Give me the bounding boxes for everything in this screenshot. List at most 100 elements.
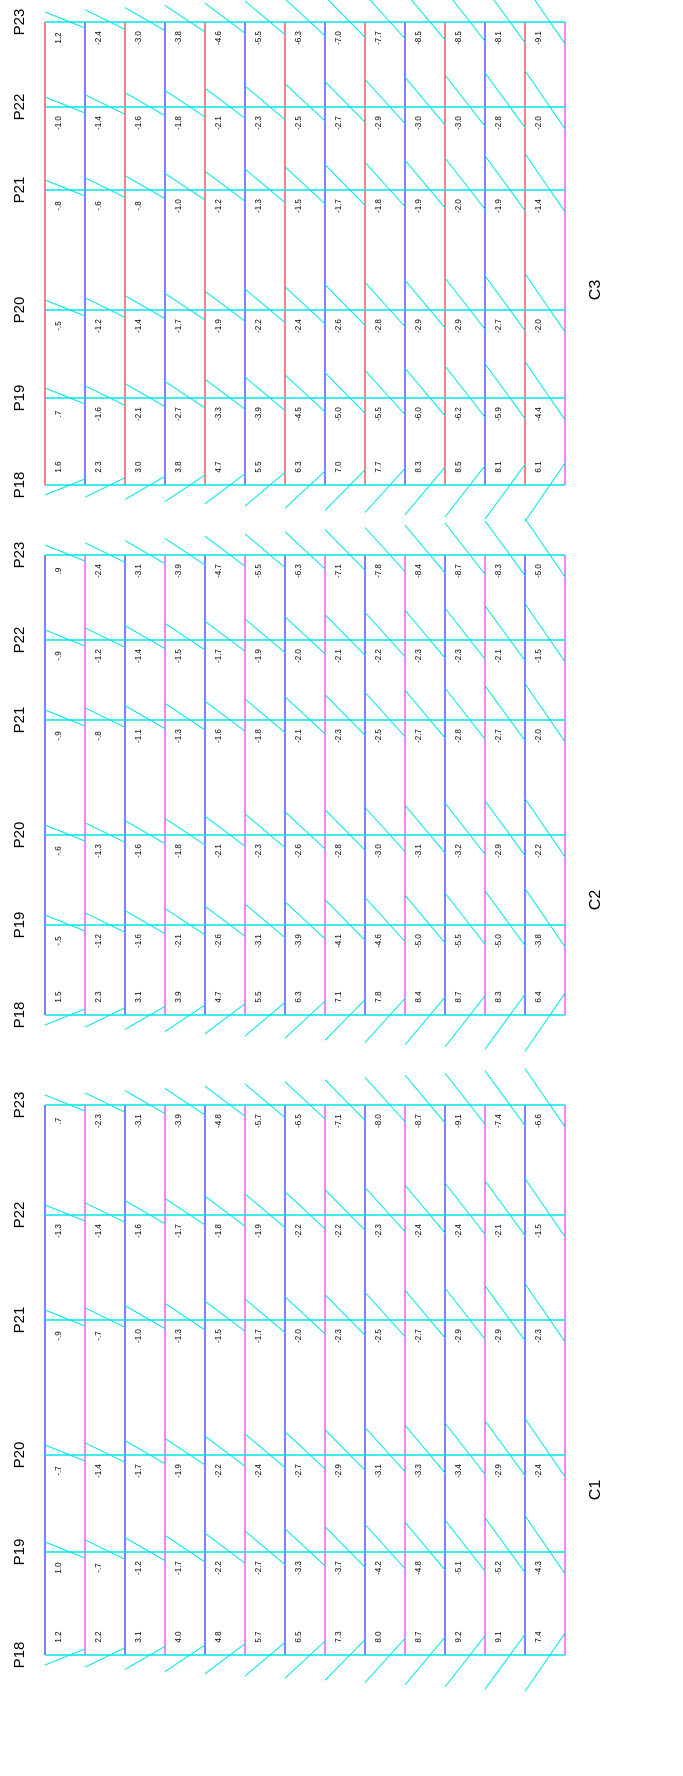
- column-label: P23: [11, 9, 28, 36]
- moment-diagram: [325, 1640, 365, 1681]
- moment-diagram: [125, 1441, 165, 1464]
- moment-diagram: [45, 710, 85, 726]
- moment-value: -3.1: [374, 1464, 383, 1478]
- moment-value: -8.4: [414, 564, 423, 578]
- moment-diagram: [525, 604, 565, 662]
- column-label: P23: [11, 1092, 28, 1119]
- moment-diagram: [485, 276, 525, 331]
- column-label: P21: [11, 1307, 28, 1334]
- moment-value: -3.0: [414, 116, 423, 130]
- moment-diagram: [205, 906, 245, 936]
- moment-diagram: [365, 1524, 405, 1568]
- moment-value: -2.4: [414, 1224, 423, 1238]
- moment-value: -2.7: [334, 116, 343, 130]
- moment-diagram: [205, 621, 245, 651]
- moment-value: -5.5: [254, 564, 263, 578]
- moment-diagram: [85, 1540, 125, 1560]
- moment-diagram: [485, 364, 525, 419]
- moment-diagram: [165, 1303, 205, 1330]
- moment-diagram: [165, 1088, 205, 1115]
- moment-value: -5.0: [334, 407, 343, 421]
- moment-diagram: [365, 527, 405, 571]
- moment-value: -2.9: [494, 1329, 503, 1343]
- moment-diagram: [85, 1443, 125, 1463]
- frame-label: C1: [587, 1480, 604, 1501]
- moment-value: -6.2: [454, 407, 463, 421]
- moment-diagram: [365, 79, 405, 123]
- moment-value: -1.4: [94, 1224, 103, 1238]
- moment-value: -1.3: [254, 199, 263, 213]
- moment-value: -1.2: [134, 1561, 143, 1575]
- moment-diagram: [405, 280, 445, 328]
- moment-diagram: [525, 463, 565, 521]
- moment-diagram: [125, 911, 165, 934]
- moment-value: -3.0: [454, 116, 463, 130]
- moment-value: -2.9: [454, 1329, 463, 1343]
- moment-diagram: [165, 703, 205, 730]
- moment-value: 3.0: [134, 461, 143, 473]
- moment-diagram: [445, 1520, 485, 1571]
- moment-diagram: [285, 1432, 325, 1469]
- moment-diagram: [365, 807, 405, 851]
- moment-diagram: [45, 12, 85, 28]
- moment-value: -1.4: [534, 199, 543, 213]
- moment-value: -3.3: [294, 1561, 303, 1575]
- moment-value: -1.7: [334, 199, 343, 213]
- moment-value: -1.7: [174, 1224, 183, 1238]
- moment-diagram: [285, 532, 325, 569]
- moment-diagram: [85, 1203, 125, 1223]
- moment-diagram: [85, 628, 125, 648]
- moment-diagram: [125, 626, 165, 649]
- moment-diagram: [85, 913, 125, 933]
- moment-diagram: [285, 0, 325, 36]
- moment-diagram: [285, 1529, 325, 1566]
- moment-value: .7: [54, 410, 63, 417]
- moment-diagram: [405, 1075, 445, 1123]
- moment-diagram: [485, 464, 525, 519]
- moment-diagram: [525, 1284, 565, 1342]
- moment-value: -5.0: [534, 564, 543, 578]
- moment-diagram: [365, 1077, 405, 1121]
- moment-value: -5.5: [254, 31, 263, 45]
- moment-value: -2.4: [454, 1224, 463, 1238]
- moment-diagram: [525, 889, 565, 947]
- moment-value: -2.9: [494, 1464, 503, 1478]
- moment-value: -1.0: [54, 116, 63, 130]
- moment-diagram: [45, 479, 85, 495]
- moment-diagram: [285, 1192, 325, 1229]
- moment-diagram: [245, 377, 285, 411]
- moment-value: -8.5: [414, 31, 423, 45]
- moment-diagram: [205, 1301, 245, 1331]
- moment-diagram: [245, 1084, 285, 1118]
- moment-diagram: [325, 373, 365, 414]
- column-label: P20: [11, 822, 28, 849]
- moment-value: -1.6: [94, 407, 103, 421]
- moment-value: -3.1: [134, 564, 143, 578]
- moment-value: -2.2: [334, 1224, 343, 1238]
- moment-value: -2.3: [334, 1329, 343, 1343]
- moment-diagram: [325, 1295, 365, 1336]
- moment-diagram: [445, 366, 485, 417]
- moment-diagram: [485, 156, 525, 211]
- moment-value: 6.1: [534, 461, 543, 473]
- moment-diagram: [245, 619, 285, 653]
- moment-value: 3.1: [134, 991, 143, 1003]
- moment-diagram: [205, 291, 245, 321]
- moment-value: -4.6: [374, 934, 383, 948]
- moment-value: 1.2: [54, 1631, 63, 1643]
- moment-value: -4.8: [214, 1114, 223, 1128]
- moment-diagram: [525, 1419, 565, 1477]
- moment-diagram: [285, 617, 325, 654]
- moment-value: -5.0: [414, 934, 423, 948]
- moment-diagram: [165, 90, 205, 117]
- moment-diagram: [125, 8, 165, 31]
- moment-diagram: [245, 1642, 285, 1676]
- moment-diagram: [45, 180, 85, 196]
- moment-value: -1.7: [174, 1561, 183, 1575]
- moment-value: -7.1: [334, 564, 343, 578]
- moment-diagram: [45, 1445, 85, 1461]
- moment-value: 7.4: [534, 1631, 543, 1643]
- moment-diagram: [285, 812, 325, 849]
- moment-diagram: [45, 1649, 85, 1665]
- moment-value: -1.3: [94, 844, 103, 858]
